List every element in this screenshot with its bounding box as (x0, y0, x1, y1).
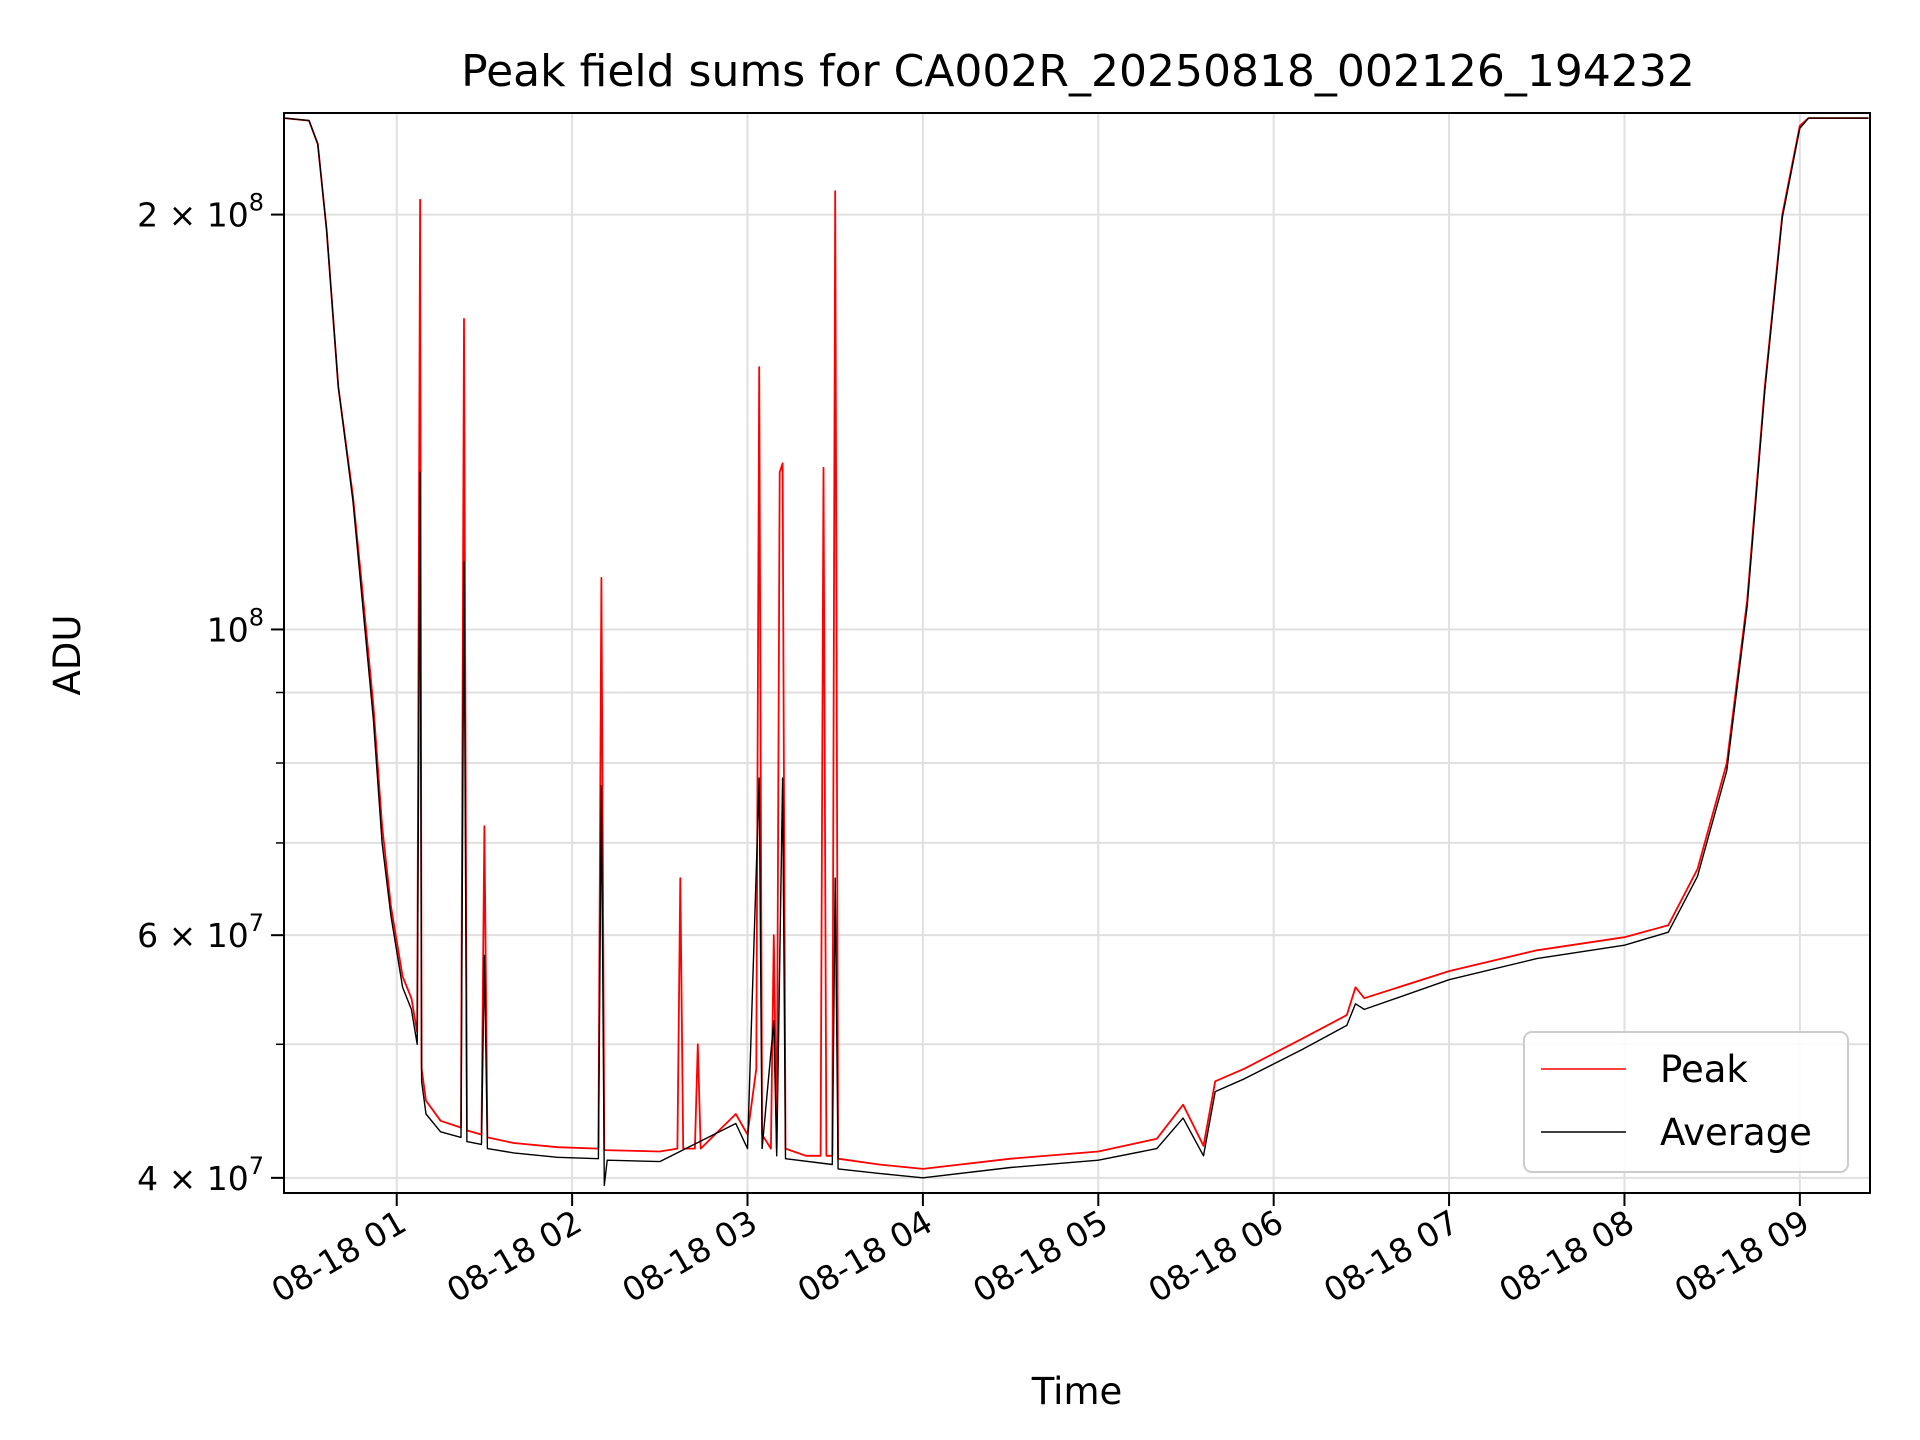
legend: Peak Average (1523, 1031, 1849, 1173)
legend-label-peak: Peak (1660, 1048, 1748, 1091)
y-tick-label: 6 × 107 (137, 909, 264, 955)
x-tick-label: 08-18 09 (1668, 1202, 1816, 1310)
chart-title: Peak field sums for CA002R_20250818_0021… (461, 46, 1695, 97)
y-tick-label: 2 × 108 (137, 189, 264, 235)
x-tick-label: 08-18 07 (1317, 1202, 1465, 1310)
x-axis: 08-18 01 08-18 02 08-18 03 08-18 04 08-18 05… (265, 1193, 1816, 1310)
series-line-peak (284, 117, 1869, 1170)
x-tick-label: 08-18 08 (1492, 1202, 1640, 1310)
y-axis-label: ADU (46, 615, 89, 696)
y-axis: 2 × 108 108 6 × 107 4 × 107 (137, 189, 284, 1198)
x-tick-label: 08-18 06 (1142, 1202, 1290, 1310)
x-tick-label: 08-18 05 (966, 1202, 1114, 1310)
x-tick-label: 08-18 04 (791, 1202, 939, 1310)
y-tick-label: 108 (207, 603, 264, 649)
grid-lines (284, 113, 1870, 1193)
x-tick-label: 08-18 03 (616, 1202, 764, 1310)
legend-box (1523, 1031, 1849, 1173)
x-tick-label: 08-18 02 (440, 1202, 588, 1310)
y-tick-label: 4 × 107 (137, 1152, 264, 1198)
series-group (284, 117, 1869, 1187)
series-line-average (284, 117, 1869, 1187)
x-axis-label: Time (1031, 1370, 1123, 1413)
plot-frame (283, 112, 1871, 1194)
legend-label-average: Average (1660, 1111, 1812, 1154)
x-tick-label: 08-18 01 (265, 1202, 413, 1310)
